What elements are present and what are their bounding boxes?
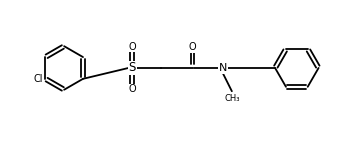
Text: O: O xyxy=(189,42,197,52)
Text: O: O xyxy=(128,84,136,94)
Text: N: N xyxy=(219,63,227,73)
Text: O: O xyxy=(128,42,136,52)
Text: Cl: Cl xyxy=(33,74,43,84)
Text: CH₃: CH₃ xyxy=(224,94,240,103)
Text: S: S xyxy=(128,61,136,74)
